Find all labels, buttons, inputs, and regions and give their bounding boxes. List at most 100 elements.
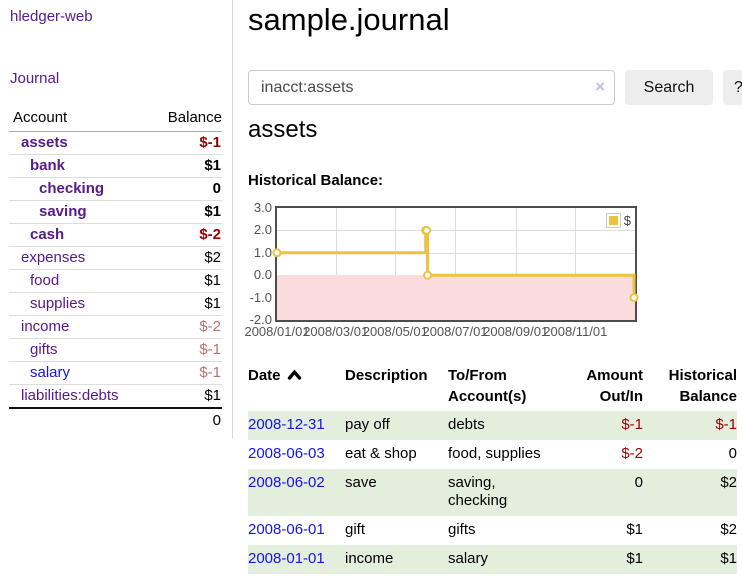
account-title: assets — [248, 116, 318, 143]
sidebar-account-link[interactable]: gifts — [30, 341, 58, 358]
negative-region — [277, 275, 635, 320]
transaction-accounts: salary — [448, 549, 489, 567]
transaction-date-cell: 2008-06-03 — [248, 440, 345, 469]
transaction-amount: $1 — [626, 549, 643, 567]
x-axis-tick-label: 2008/07/01 — [422, 324, 488, 339]
sidebar-account-link[interactable]: checking — [39, 180, 105, 197]
account-row: supplies $1 — [9, 292, 222, 316]
transaction-date-cell: 2008-06-01 — [248, 516, 345, 545]
amount-column-header: Amount Out/In — [586, 367, 643, 405]
account-balance: $-1 — [148, 131, 222, 155]
sidebar-item-journal[interactable]: Journal — [10, 70, 60, 87]
sidebar-account-link[interactable]: liabilities:debts — [21, 387, 119, 404]
register-row: 2008-01-01 income salary $1 $1 — [248, 544, 737, 574]
total-spacer — [9, 407, 149, 432]
y-axis-tick-label: 0.0 — [253, 267, 272, 283]
sidebar-account-link[interactable]: income — [21, 318, 70, 335]
total-balance: 0 — [148, 407, 222, 432]
gridline — [395, 208, 396, 320]
y-axis-tick-label: -2.0 — [249, 312, 272, 327]
register-row: 2008-06-03 eat & shop food, supplies $-2 0 — [248, 440, 737, 469]
data-point-marker — [629, 293, 639, 303]
search-button[interactable]: Search — [625, 70, 713, 105]
sidebar-account-link[interactable]: bank — [30, 157, 66, 174]
transaction-date-link[interactable]: 2008-06-03 — [248, 444, 325, 462]
account-balance-table: Account Balance assets $-1 bank $1 checking 0… — [9, 106, 222, 432]
legend-label: $ — [623, 213, 631, 228]
gridline — [455, 208, 456, 320]
account-name-cell: cash — [9, 223, 149, 247]
chart-title: Historical Balance: — [248, 172, 384, 189]
account-row: food $1 — [9, 269, 222, 293]
account-column-header: Account — [9, 106, 149, 132]
gridline — [277, 230, 635, 231]
account-total-row: 0 — [9, 407, 222, 432]
sidebar-account-link[interactable]: assets — [21, 134, 68, 151]
register-row: 2008-06-01 gift gifts $1 $2 — [248, 516, 737, 545]
account-row: saving $1 — [9, 200, 222, 224]
main-content: sample.journal × Search ? assets Histori… — [244, 0, 742, 582]
sidebar-account-link[interactable]: cash — [30, 226, 65, 243]
account-table-header: Account Balance — [9, 106, 222, 132]
brand-link[interactable]: hledger-web — [10, 8, 93, 25]
account-row: liabilities:debts $1 — [9, 384, 222, 409]
sort-ascending-icon — [287, 369, 301, 380]
x-axis-tick-label: 2008/11/01 — [543, 324, 608, 339]
data-point-marker — [423, 270, 433, 280]
transaction-balance: $2 — [720, 521, 737, 538]
account-name-cell: expenses — [9, 246, 149, 270]
account-name-cell: salary — [9, 361, 149, 385]
transaction-accounts: food, supplies — [448, 444, 541, 462]
sidebar: hledger-web Journal Account Balance asse… — [0, 0, 233, 438]
sidebar-account-link[interactable]: supplies — [30, 295, 86, 312]
account-name-cell: supplies — [9, 292, 149, 316]
account-balance: $1 — [148, 292, 222, 316]
transaction-description: pay off — [345, 416, 390, 433]
transaction-date-link[interactable]: 2008-06-02 — [248, 473, 325, 491]
sidebar-account-link[interactable]: expenses — [21, 249, 86, 266]
gridline — [575, 208, 576, 320]
transaction-balance: $2 — [720, 473, 737, 491]
help-button[interactable]: ? — [723, 70, 742, 105]
gridline — [516, 208, 517, 320]
transaction-description: eat & shop — [345, 444, 417, 462]
account-row: checking 0 — [9, 177, 222, 201]
account-balance: 0 — [148, 177, 222, 201]
transaction-date-link[interactable]: 2008-01-01 — [248, 549, 325, 567]
transaction-date-link[interactable]: 2008-06-01 — [248, 521, 325, 538]
x-axis-tick-label: 2008/05/01 — [362, 324, 428, 339]
transaction-balance: $-1 — [715, 416, 737, 433]
y-axis-tick-label: 1.0 — [253, 244, 272, 260]
transaction-date-link[interactable]: 2008-12-31 — [248, 416, 325, 433]
sidebar-account-link[interactable]: saving — [39, 203, 87, 220]
date-column-header[interactable]: Date — [248, 363, 345, 411]
account-name-cell: checking — [9, 177, 149, 201]
account-balance: $1 — [148, 269, 222, 293]
account-name-cell: gifts — [9, 338, 149, 362]
y-axis-tick-label: 2.0 — [253, 222, 272, 238]
clear-search-icon[interactable]: × — [595, 77, 605, 96]
register-table: Date Description To/From Account(s) Amou… — [248, 363, 737, 574]
search-input[interactable] — [248, 70, 615, 105]
account-row: cash $-2 — [9, 223, 222, 247]
account-name-cell: liabilities:debts — [9, 384, 149, 409]
account-name-cell: saving — [9, 200, 149, 224]
transaction-balance: 0 — [728, 444, 737, 462]
y-axis-tick-label: 3.0 — [253, 200, 272, 215]
account-balance: $1 — [148, 154, 222, 178]
account-row: expenses $2 — [9, 246, 222, 270]
account-column-header-main: To/From Account(s) — [448, 367, 527, 405]
account-balance: $1 — [148, 200, 222, 224]
register-row: 2008-06-02 save saving, checking 0 $2 — [248, 468, 737, 517]
transaction-date-cell: 2008-12-31 — [248, 411, 345, 440]
sidebar-account-link[interactable]: food — [30, 272, 60, 289]
gridline — [277, 253, 635, 254]
transaction-date-cell: 2008-06-02 — [248, 469, 345, 517]
transaction-amount: $-1 — [621, 416, 643, 433]
register-header-row: Date Description To/From Account(s) Amou… — [248, 363, 737, 411]
sidebar-account-link[interactable]: salary — [30, 364, 71, 381]
transaction-amount: $1 — [626, 521, 643, 538]
page-title: sample.journal — [248, 2, 450, 37]
transaction-balance: $1 — [720, 549, 737, 567]
account-row: bank $1 — [9, 154, 222, 178]
